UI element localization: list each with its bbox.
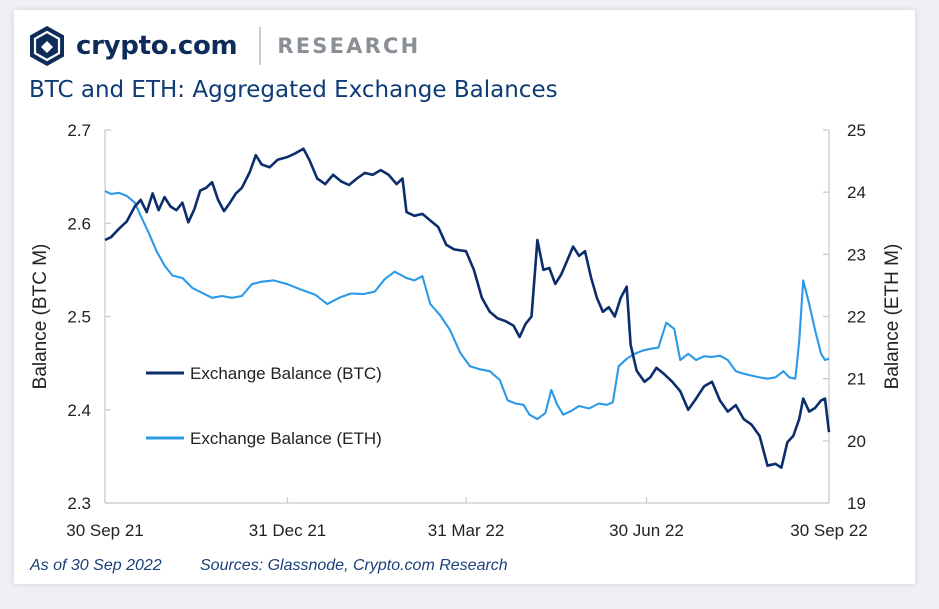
y-right-tick-label: 19: [847, 494, 866, 513]
y-right-tick-label: 22: [847, 308, 866, 327]
y-right-tick-label: 24: [847, 183, 866, 202]
y-right-tick-label: 21: [847, 370, 866, 389]
legend: Exchange Balance (BTC) Exchange Balance (…: [146, 364, 382, 448]
x-tick-label: 30 Sep 22: [790, 521, 868, 540]
x-tick-label: 30 Jun 22: [609, 521, 684, 540]
chart-card: [14, 10, 915, 584]
btc-series-line: [104, 147, 831, 469]
chart-title: BTC and ETH: Aggregated Exchange Balance…: [29, 77, 558, 103]
brand-divider: [259, 27, 262, 65]
y-right-axis-title: Balance (ETH M): [882, 244, 903, 390]
y-left-tick-label: 2.5: [67, 308, 91, 327]
brand-header: crypto.com RESEARCH: [28, 24, 420, 68]
y-right-tick-label: 20: [847, 432, 866, 451]
eth-series-line: [104, 189, 830, 421]
sources-note: Sources: Glassnode, Crypto.com Research: [200, 557, 508, 574]
y-left-tick-label: 2.4: [67, 401, 91, 420]
x-tick-label: 31 Mar 22: [428, 521, 505, 540]
y-right-tick-label: 25: [847, 121, 866, 140]
y-left-tick-label: 2.6: [67, 214, 91, 233]
legend-label: Exchange Balance (BTC): [190, 364, 382, 383]
section-label: RESEARCH: [277, 34, 421, 58]
y-right-tick-label: 23: [847, 245, 866, 264]
y-left-tick-label: 2.3: [67, 494, 91, 513]
y-left-axis-title: Balance (BTC M): [30, 244, 51, 390]
legend-label: Exchange Balance (ETH): [190, 429, 382, 448]
axes-layer: 2.3 2.4 2.5 2.6 2.7 19 20 21 22 23 24 25 30 Sep 21 31…: [30, 121, 903, 540]
as-of-note: As of 30 Sep 2022: [30, 557, 162, 574]
x-tick-label: 31 Dec 21: [249, 521, 327, 540]
brand-wordmark: crypto.com: [76, 31, 238, 61]
series-layer: [104, 147, 831, 469]
crypto-com-shield-icon: [30, 26, 64, 66]
y-left-tick-label: 2.7: [67, 121, 91, 140]
x-tick-label: 30 Sep 21: [66, 521, 144, 540]
